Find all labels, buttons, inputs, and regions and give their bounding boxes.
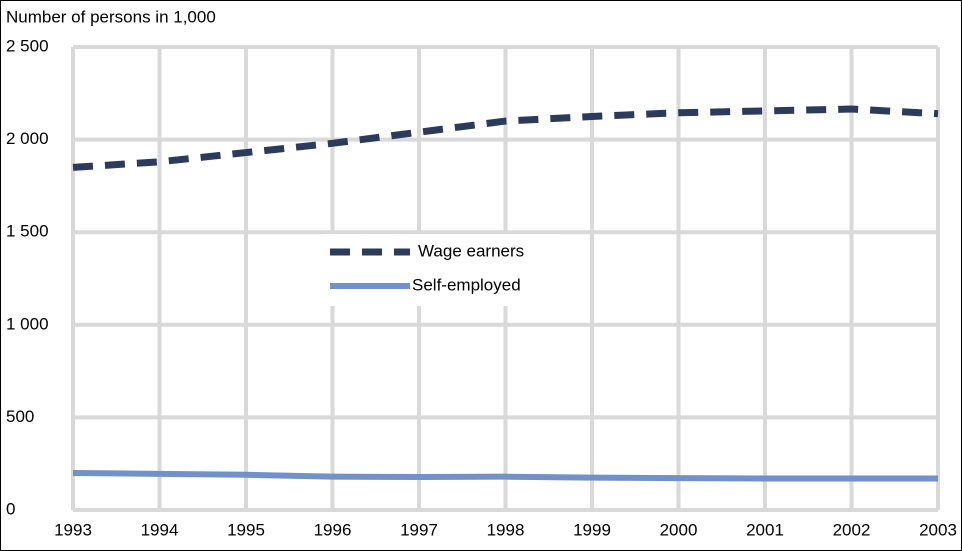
x-tick-label: 2002 — [833, 520, 871, 539]
y-tick-label: 0 — [6, 499, 15, 518]
legend-label: Self-employed — [412, 275, 521, 294]
y-tick-label: 1 500 — [6, 222, 49, 241]
y-tick-label: 500 — [6, 407, 34, 426]
x-tick-label: 2000 — [660, 520, 698, 539]
x-tick-label: 1994 — [141, 520, 179, 539]
legend-label: Wage earners — [418, 241, 524, 260]
legend: Wage earners Self-employed — [322, 234, 560, 306]
x-tick-label: 2003 — [919, 520, 957, 539]
y-tick-label: 2 000 — [6, 129, 49, 148]
x-tick-label: 1998 — [487, 520, 525, 539]
y-axis-label: Number of persons in 1,000 — [6, 7, 216, 26]
x-tick-label: 1997 — [400, 520, 438, 539]
y-tick-label: 2 500 — [6, 36, 49, 55]
x-tick-label: 1995 — [227, 520, 265, 539]
x-tick-label: 1993 — [54, 520, 92, 539]
x-tick-label: 2001 — [746, 520, 784, 539]
legend-box — [322, 234, 560, 306]
line-series — [72, 469, 938, 482]
x-tick-label: 1999 — [573, 520, 611, 539]
y-tick-label: 1 000 — [6, 314, 49, 333]
x-tick-label: 1996 — [314, 520, 352, 539]
line-series — [72, 105, 939, 171]
